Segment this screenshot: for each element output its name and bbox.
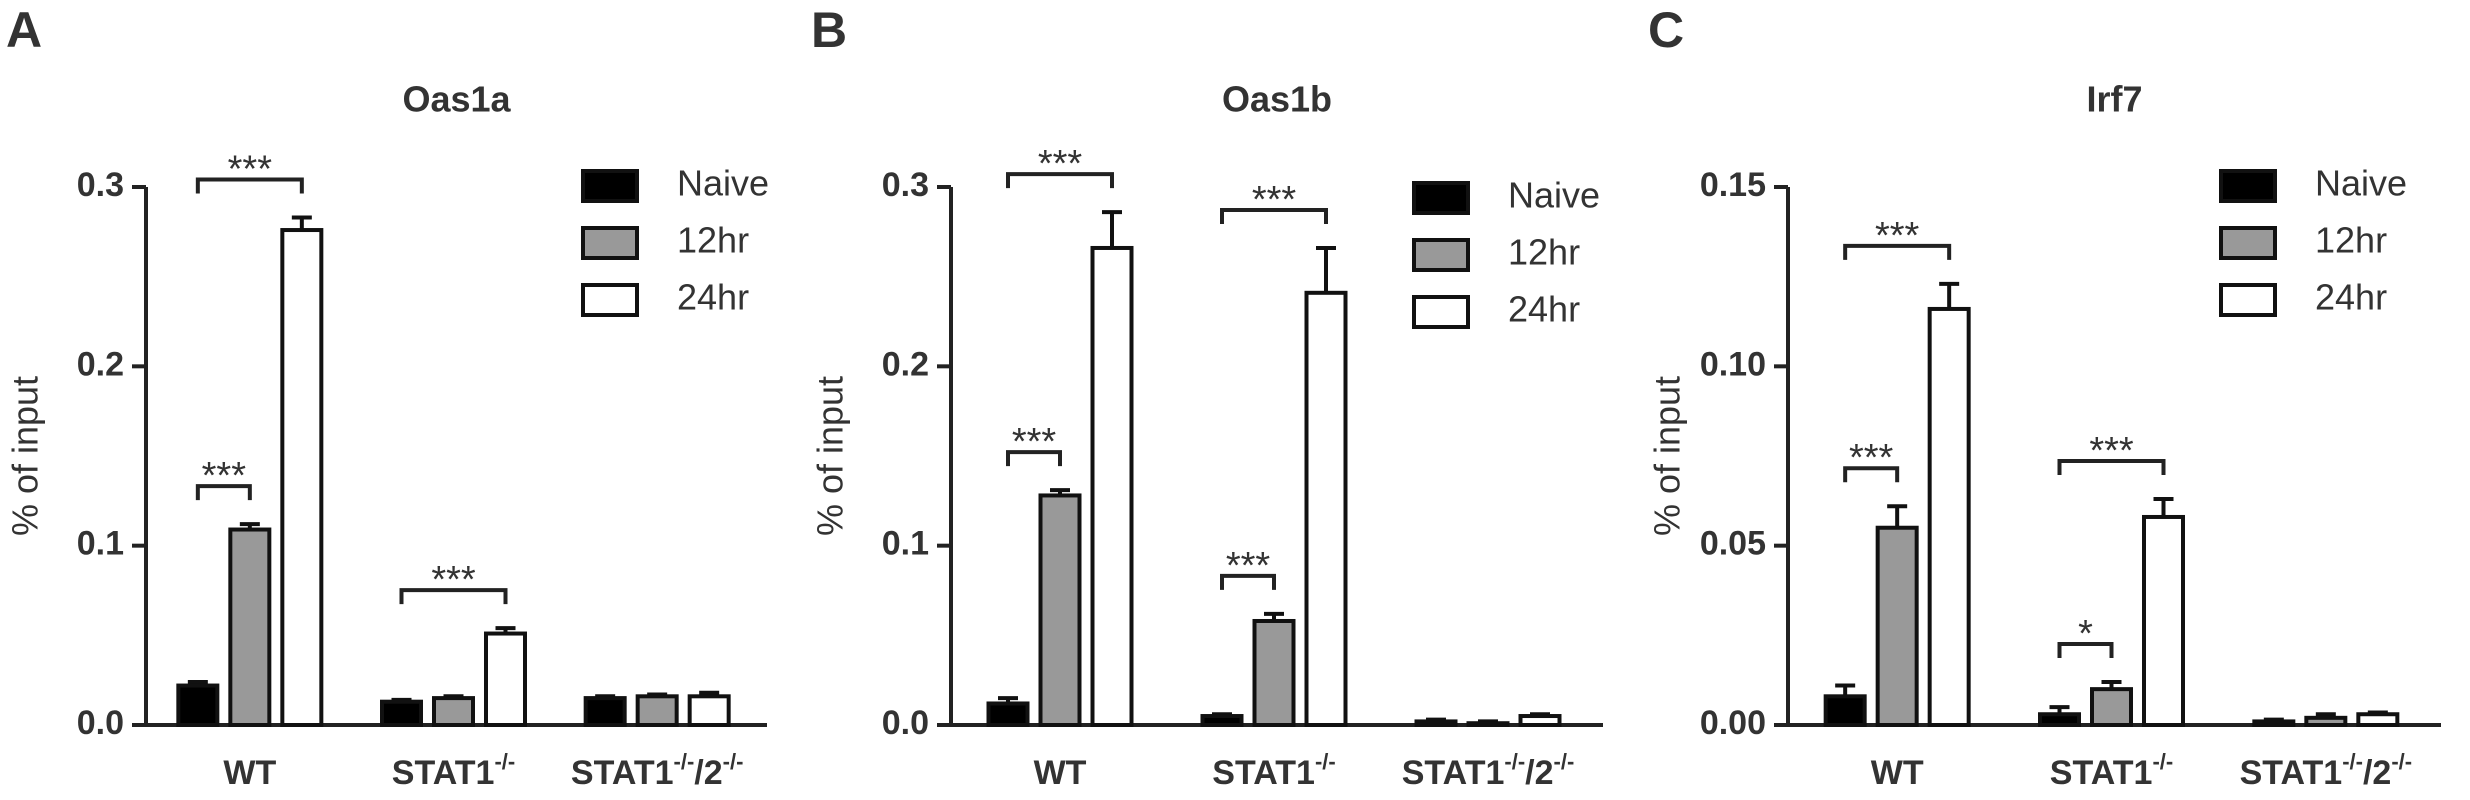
legend-swatch (2219, 169, 2277, 203)
bar (583, 696, 627, 727)
bar (1090, 245, 1134, 727)
bar (432, 696, 475, 727)
x-tick-label: WT (1871, 754, 1924, 792)
y-axis-label: % of input (5, 376, 46, 536)
legend-swatch (581, 226, 639, 260)
bar (1414, 719, 1458, 727)
significance-label: *** (1252, 179, 1297, 221)
legend-label: 24hr (2315, 277, 2387, 318)
bar (1466, 721, 1510, 727)
bar (176, 683, 220, 728)
significance-label: *** (1226, 545, 1271, 587)
y-tick-label: 0.10 (1700, 345, 1766, 383)
significance-label: *** (228, 149, 273, 191)
legend-label: 12hr (1508, 232, 1580, 273)
legend-swatch (581, 283, 639, 317)
bar (2356, 712, 2400, 727)
significance-label: *** (1038, 143, 1083, 185)
bar (687, 694, 731, 727)
significance-label: *** (2089, 430, 2134, 472)
significance-label: * (2078, 613, 2093, 655)
chart-title: Oas1b (1222, 79, 1332, 120)
legend-swatch (2219, 226, 2277, 260)
bar (1927, 306, 1971, 727)
significance-bracket (2057, 459, 2166, 476)
significance-label: *** (1012, 421, 1057, 463)
significance-bracket (2057, 641, 2114, 658)
legend-label: 12hr (2315, 220, 2387, 261)
significance-bracket (1843, 466, 1900, 483)
y-tick-label: 0.0 (77, 704, 124, 742)
x-tick-label: WT (223, 754, 276, 792)
legend-label: 24hr (1508, 289, 1580, 330)
chart-title: Irf7 (2086, 79, 2142, 120)
x-tick-label: STAT1-/-/2-/- (2240, 749, 2413, 792)
y-tick-label: 0.3 (77, 166, 124, 204)
legend-label: Naive (677, 163, 769, 204)
legend-label: Naive (1508, 175, 1600, 216)
x-tick-label: STAT1-/-/2-/- (1402, 749, 1575, 792)
significance-bracket (1220, 573, 1276, 590)
significance-bracket (1006, 450, 1062, 467)
bar (2090, 687, 2133, 728)
significance-bracket (195, 484, 252, 501)
y-tick-label: 0.1 (882, 525, 929, 563)
y-tick-label: 0.1 (77, 525, 124, 563)
panel-letter: C (1648, 2, 1684, 58)
bar (635, 694, 679, 727)
y-tick-label: 0.15 (1700, 166, 1766, 204)
legend-label: Naive (2315, 163, 2407, 204)
legend-swatch (1412, 238, 1470, 272)
bar (2142, 514, 2185, 727)
significance-label: *** (202, 455, 247, 497)
legend-swatch (581, 169, 639, 203)
y-tick-label: 0.05 (1700, 525, 1766, 563)
y-tick-label: 0.2 (77, 345, 124, 383)
significance-label: *** (1875, 215, 1920, 257)
chart-title: Oas1a (402, 79, 511, 120)
bar (280, 228, 324, 727)
legend-swatch (1412, 295, 1470, 329)
bar (228, 527, 272, 727)
bar (1875, 525, 1919, 727)
bar (2304, 715, 2348, 727)
legend-label: 12hr (677, 220, 749, 261)
bar (1038, 493, 1082, 727)
panel-letter: B (811, 2, 847, 58)
bar (2252, 719, 2296, 727)
y-tick-label: 0.3 (882, 166, 929, 204)
bar (986, 701, 1030, 727)
y-tick-label: 0.0 (882, 704, 929, 742)
x-tick-label: STAT1-/- (1212, 749, 1335, 792)
x-tick-label: STAT1-/-/2-/- (571, 749, 744, 792)
y-axis-label: % of input (810, 376, 851, 536)
bar (1252, 618, 1296, 728)
legend-swatch (1412, 181, 1470, 215)
significance-bracket (1006, 172, 1114, 189)
y-axis-label: % of input (1647, 376, 1688, 536)
significance-bracket (399, 588, 508, 605)
bar (380, 699, 423, 727)
bar (1304, 290, 1348, 727)
bar (1200, 714, 1244, 727)
panel-letter: A (6, 2, 42, 58)
x-tick-label: STAT1-/- (392, 749, 515, 792)
significance-label: *** (431, 559, 476, 601)
x-tick-label: WT (1034, 754, 1087, 792)
significance-bracket (1843, 243, 1952, 260)
legend-label: 24hr (677, 277, 749, 318)
y-tick-label: 0.00 (1700, 704, 1766, 742)
bar (2038, 712, 2081, 727)
y-tick-label: 0.2 (882, 345, 929, 383)
bar (1518, 714, 1562, 727)
significance-bracket (195, 177, 304, 194)
significance-label: *** (1849, 437, 1894, 479)
legend-swatch (2219, 283, 2277, 317)
x-tick-label: STAT1-/- (2050, 749, 2173, 792)
bar (1823, 694, 1867, 727)
bar (484, 631, 527, 727)
significance-bracket (1220, 207, 1328, 224)
